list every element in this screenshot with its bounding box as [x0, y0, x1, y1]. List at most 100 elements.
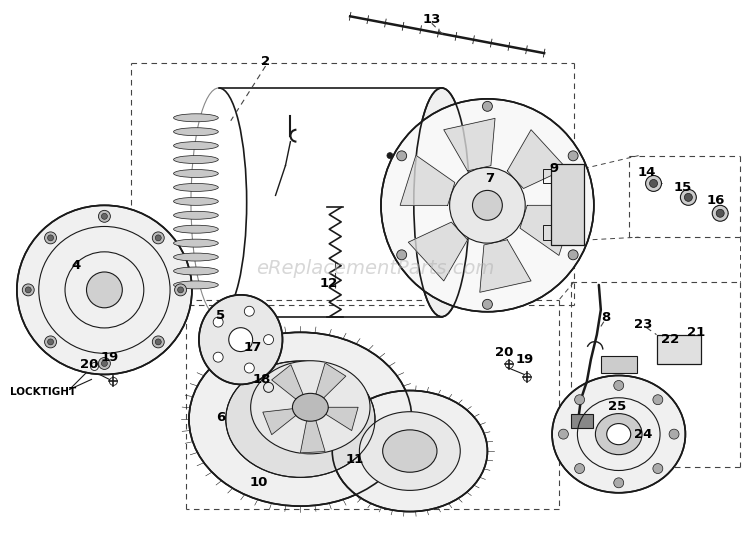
Circle shape [98, 358, 110, 369]
Circle shape [263, 334, 274, 345]
Text: 22: 22 [662, 333, 680, 346]
Polygon shape [272, 364, 303, 399]
Ellipse shape [292, 393, 328, 421]
Ellipse shape [382, 430, 437, 472]
Text: 2: 2 [261, 55, 270, 68]
Ellipse shape [199, 295, 283, 384]
Ellipse shape [226, 361, 375, 478]
Ellipse shape [173, 253, 218, 261]
Text: 5: 5 [216, 309, 225, 322]
Text: 21: 21 [687, 326, 706, 339]
Ellipse shape [173, 183, 218, 191]
Text: 7: 7 [484, 172, 494, 185]
Polygon shape [326, 407, 358, 430]
Circle shape [652, 464, 663, 473]
Circle shape [44, 232, 56, 244]
Circle shape [47, 235, 53, 241]
Circle shape [44, 336, 56, 348]
Circle shape [178, 287, 184, 293]
Ellipse shape [359, 412, 460, 490]
Bar [543, 168, 551, 183]
Circle shape [175, 284, 187, 296]
Text: 13: 13 [422, 13, 441, 26]
Circle shape [229, 327, 253, 352]
Circle shape [568, 151, 578, 161]
Polygon shape [408, 222, 467, 281]
Circle shape [244, 363, 254, 373]
Text: 19: 19 [100, 351, 118, 364]
Ellipse shape [173, 225, 218, 233]
Circle shape [152, 232, 164, 244]
Circle shape [397, 250, 406, 260]
Ellipse shape [472, 190, 502, 220]
Text: 16: 16 [707, 194, 725, 207]
Circle shape [86, 272, 122, 308]
Circle shape [712, 205, 728, 221]
Text: 20: 20 [80, 358, 99, 371]
Ellipse shape [596, 414, 642, 455]
Circle shape [397, 151, 406, 161]
Text: 15: 15 [674, 181, 692, 194]
Text: 24: 24 [634, 428, 652, 441]
Ellipse shape [173, 267, 218, 275]
Ellipse shape [381, 99, 594, 312]
Circle shape [22, 284, 34, 296]
Circle shape [26, 287, 32, 293]
Text: 23: 23 [634, 318, 652, 331]
Polygon shape [301, 421, 325, 453]
Circle shape [213, 352, 223, 362]
Circle shape [387, 153, 393, 159]
Circle shape [155, 235, 161, 241]
Polygon shape [520, 205, 574, 255]
Bar [571, 414, 592, 428]
Polygon shape [400, 155, 454, 205]
Bar [656, 334, 701, 364]
Circle shape [47, 339, 53, 345]
Circle shape [244, 306, 254, 316]
Bar [551, 163, 584, 245]
Ellipse shape [173, 155, 218, 163]
Ellipse shape [173, 169, 218, 177]
Circle shape [646, 175, 662, 191]
Circle shape [669, 429, 679, 439]
Text: 17: 17 [244, 341, 262, 354]
Circle shape [614, 478, 624, 488]
Circle shape [716, 209, 724, 217]
Polygon shape [262, 409, 296, 435]
Circle shape [152, 336, 164, 348]
Text: 14: 14 [638, 166, 656, 179]
Circle shape [574, 394, 584, 405]
Ellipse shape [414, 88, 470, 317]
Polygon shape [444, 118, 495, 171]
Bar [601, 355, 637, 374]
Circle shape [568, 250, 578, 260]
Circle shape [482, 101, 493, 111]
Circle shape [559, 429, 568, 439]
Polygon shape [480, 240, 531, 292]
Circle shape [213, 317, 223, 327]
Circle shape [614, 381, 624, 390]
Text: 19: 19 [515, 353, 533, 366]
Ellipse shape [189, 332, 412, 506]
Circle shape [652, 394, 663, 405]
Circle shape [98, 210, 110, 222]
Circle shape [101, 361, 107, 367]
Text: 12: 12 [319, 278, 338, 291]
Circle shape [482, 299, 493, 309]
Polygon shape [507, 130, 566, 189]
Ellipse shape [16, 205, 192, 375]
Circle shape [574, 464, 584, 473]
Text: 8: 8 [602, 311, 610, 324]
Ellipse shape [173, 142, 218, 150]
Text: 9: 9 [550, 162, 559, 175]
Ellipse shape [173, 197, 218, 205]
Text: 25: 25 [608, 400, 625, 413]
Text: 18: 18 [253, 373, 271, 386]
Text: LOCKTIGHT: LOCKTIGHT [10, 388, 76, 397]
Text: 6: 6 [216, 411, 226, 424]
Ellipse shape [251, 361, 370, 454]
Text: 10: 10 [250, 477, 268, 489]
Circle shape [685, 193, 692, 202]
Text: 11: 11 [346, 452, 364, 465]
Text: eReplacementParts.com: eReplacementParts.com [256, 258, 494, 278]
